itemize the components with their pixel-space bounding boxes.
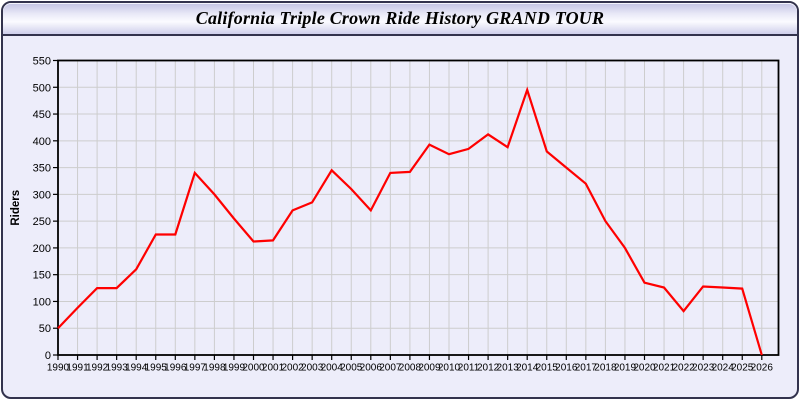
x-tick-label: 2016 <box>555 363 578 374</box>
y-tick-label: 200 <box>33 243 51 255</box>
x-tick-label: 1992 <box>86 363 109 374</box>
x-tick-label: 2007 <box>379 363 402 374</box>
x-tick-label: 2015 <box>536 363 559 374</box>
x-tick-label: 2000 <box>242 363 265 374</box>
x-tick-label: 2004 <box>321 363 344 374</box>
x-tick-label: 2019 <box>614 363 637 374</box>
x-tick-label: 2005 <box>340 363 363 374</box>
x-tick-label: 2021 <box>653 363 676 374</box>
x-tick-label: 2012 <box>477 363 500 374</box>
y-axis-title: Riders <box>10 190 22 226</box>
y-tick-label: 100 <box>33 296 51 308</box>
y-tick-label: 0 <box>45 350 51 362</box>
x-tick-label: 1993 <box>106 363 129 374</box>
x-tick-label: 2003 <box>301 363 324 374</box>
x-tick-label: 2018 <box>594 363 617 374</box>
x-tick-label: 2022 <box>672 363 695 374</box>
x-tick-label: 1997 <box>184 363 207 374</box>
x-tick-label: 2024 <box>712 363 735 374</box>
y-tick-label: 50 <box>39 323 51 335</box>
x-tick-label: 2025 <box>731 363 754 374</box>
x-tick-label: 2010 <box>438 363 461 374</box>
x-tick-label: 2014 <box>516 363 539 374</box>
y-tick-label: 550 <box>33 56 51 68</box>
y-tick-label: 300 <box>33 189 51 201</box>
x-tick-label: 2013 <box>497 363 520 374</box>
x-tick-label: 2011 <box>458 363 480 374</box>
window-titlebar: California Triple Crown Ride History GRA… <box>3 3 797 36</box>
x-tick-label: 1999 <box>223 363 246 374</box>
window-title: California Triple Crown Ride History GRA… <box>195 8 605 28</box>
y-tick-label: 500 <box>33 82 51 94</box>
x-tick-label: 2017 <box>575 363 598 374</box>
x-tick-label: 2008 <box>399 363 422 374</box>
x-tick-label: 2020 <box>633 363 656 374</box>
x-tick-label: 2002 <box>281 363 304 374</box>
y-tick-label: 400 <box>33 136 51 148</box>
x-tick-label: 2009 <box>418 363 441 374</box>
x-tick-label: 1991 <box>66 363 89 374</box>
x-tick-label: 1990 <box>47 363 70 374</box>
x-tick-label: 1994 <box>125 363 148 374</box>
x-tick-label: 1998 <box>203 363 226 374</box>
x-tick-label: 2023 <box>692 363 715 374</box>
x-tick-label: 2026 <box>751 363 774 374</box>
x-tick-label: 1995 <box>145 363 168 374</box>
x-tick-label: 2006 <box>360 363 383 374</box>
app-window: California Triple Crown Ride History GRA… <box>1 1 799 399</box>
y-tick-label: 450 <box>33 109 51 121</box>
plot-border <box>57 59 780 356</box>
y-tick-label: 150 <box>33 270 51 282</box>
x-tick-label: 2001 <box>262 363 285 374</box>
y-tick-label: 250 <box>33 216 51 228</box>
x-tick-label: 1996 <box>164 363 187 374</box>
y-tick-label: 350 <box>33 163 51 175</box>
data-line-riders <box>57 86 763 356</box>
